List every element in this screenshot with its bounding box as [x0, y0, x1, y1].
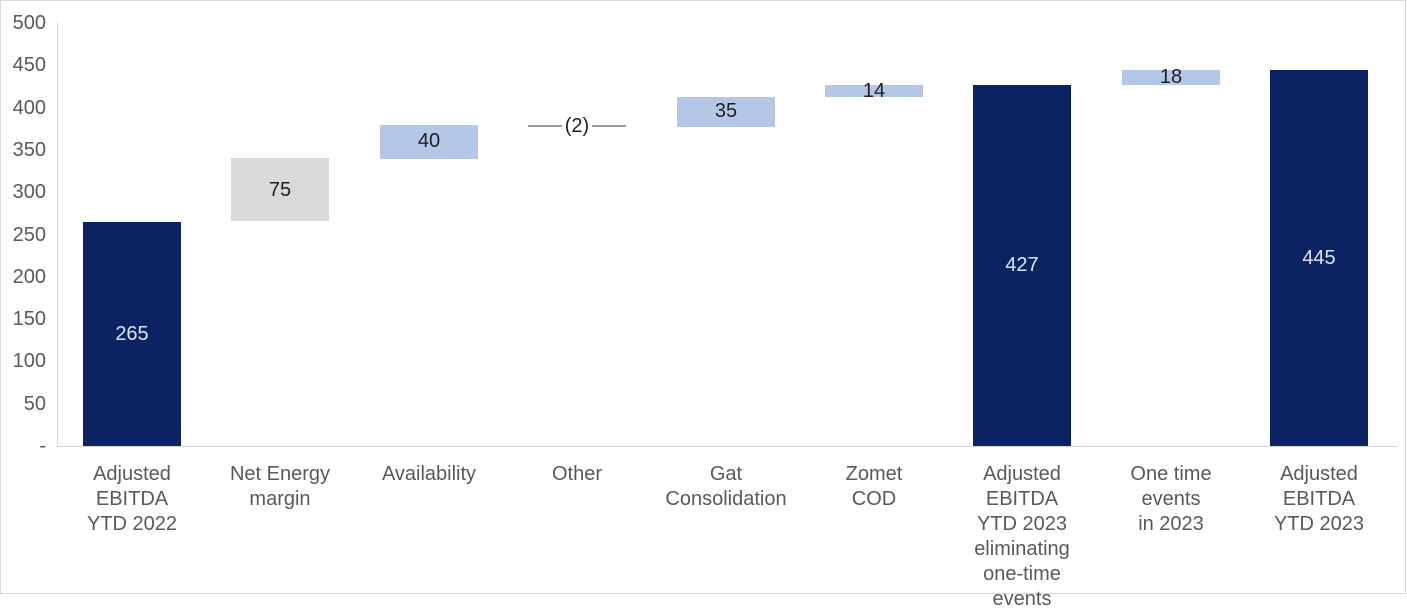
y-axis-tick-label: 450	[12, 54, 46, 77]
y-axis-tick-label: 150	[12, 308, 46, 331]
y-axis-tick-label: 500	[12, 12, 46, 34]
bar-value-text: (2)	[561, 115, 593, 137]
y-axis-tick-label: 200	[12, 265, 46, 288]
bar-value-label: 35	[714, 100, 738, 122]
x-axis-category-label: Zomet COD	[845, 463, 903, 510]
waterfall-bar	[231, 158, 329, 221]
waterfall-bar	[677, 97, 775, 127]
bar-value-label: 75	[268, 179, 292, 201]
bar-value-label: 445	[1302, 247, 1336, 269]
y-axis-tick-label: -	[39, 435, 46, 457]
y-axis-tick-label: 100	[12, 350, 46, 373]
waterfall-bar	[825, 85, 923, 97]
x-axis-line	[57, 446, 1397, 447]
bar-value-label: (2)	[528, 113, 626, 139]
x-axis-category-label: Availability	[381, 463, 477, 485]
x-axis-category-label: One time events in 2023	[1130, 463, 1212, 535]
x-axis-category-label: Other	[551, 463, 603, 485]
x-axis-category-label: Gat Consolidation	[665, 463, 787, 510]
x-axis-category-label: Adjusted EBITDA YTD 2023	[1273, 463, 1365, 535]
y-axis-tick-label: 250	[12, 223, 46, 246]
waterfall-bar	[380, 125, 478, 159]
bar-value-label: 265	[115, 323, 149, 345]
plot-area: 500 450 400 350 300 250 200 150 100 50 - 265 Adjuste…	[12, 12, 1397, 610]
x-axis-category-label: Adjusted EBITDA YTD 2022	[86, 463, 178, 535]
bar-value-label: 14	[862, 80, 886, 102]
bar-value-label: 18	[1159, 66, 1183, 88]
y-axis-tick-label: 400	[12, 96, 46, 119]
x-axis-category-label: Adjusted EBITDA YTD 2023 eliminating one…	[974, 463, 1070, 610]
y-axis-tick-label: 50	[23, 392, 46, 415]
waterfall-bar	[83, 222, 181, 446]
y-axis-tick-label: 350	[12, 138, 46, 161]
waterfall-bar	[1270, 70, 1368, 446]
waterfall-bar	[1122, 70, 1220, 85]
x-axis-category-label: Net Energy margin	[229, 463, 331, 510]
y-axis-tick-label: 300	[12, 181, 46, 204]
y-axis-line	[57, 23, 58, 446]
bar-value-label: 427	[1005, 254, 1039, 276]
waterfall-bar	[973, 85, 1071, 446]
bar-value-label: 40	[417, 130, 441, 152]
